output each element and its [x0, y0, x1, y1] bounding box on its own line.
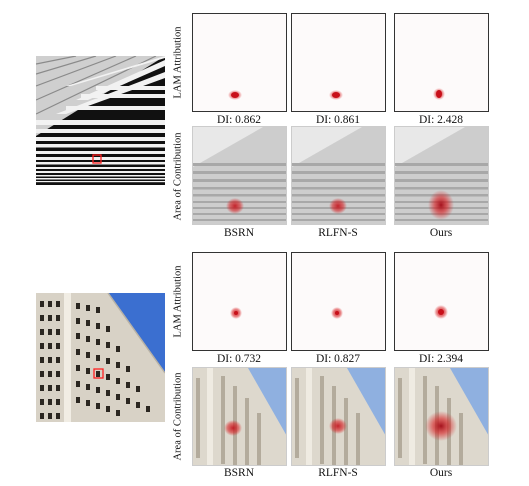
lam-map-rlfn-2 — [291, 252, 386, 351]
facade-building-image — [36, 293, 165, 422]
method-label-rlfn-2: RLFN-S — [318, 467, 358, 479]
di-value-rlfn-2: DI: 0.827 — [315, 353, 361, 365]
region-box — [93, 368, 104, 379]
method-label-bsrn-2: BSRN — [223, 467, 255, 479]
row-label-area-2: Area of Contribution — [172, 372, 184, 461]
area-map-rlfn-1 — [291, 126, 386, 225]
di-value-ours-1: DI: 2.428 — [418, 114, 464, 126]
source-image-1 — [36, 56, 165, 185]
row-label-area-1: Area of Contribution — [172, 132, 184, 221]
di-value-rlfn-1: DI: 0.861 — [315, 114, 361, 126]
lam-map-bsrn-2 — [192, 252, 287, 351]
lam-map-rlfn-1 — [291, 13, 386, 112]
row-label-lam-2: LAM Attribution — [172, 265, 184, 338]
source-image-2 — [36, 293, 165, 422]
area-map-rlfn-2 — [291, 367, 386, 466]
lam-map-ours-1 — [394, 13, 489, 112]
method-label-rlfn-1: RLFN-S — [318, 227, 358, 239]
area-map-bsrn-1 — [192, 126, 287, 225]
area-map-ours-1 — [394, 126, 489, 225]
method-label-ours-2: Ours — [429, 467, 453, 479]
method-label-bsrn-1: BSRN — [223, 227, 255, 239]
lam-map-ours-2 — [394, 252, 489, 351]
region-box — [92, 154, 102, 164]
lam-map-bsrn-1 — [192, 13, 287, 112]
striped-building-image — [36, 56, 165, 185]
di-value-bsrn-1: DI: 0.862 — [216, 114, 262, 126]
area-map-ours-2 — [394, 367, 489, 466]
method-label-ours-1: Ours — [429, 227, 453, 239]
row-label-lam-1: LAM Attribution — [172, 26, 184, 99]
di-value-bsrn-2: DI: 0.732 — [216, 353, 262, 365]
di-value-ours-2: DI: 2.394 — [418, 353, 464, 365]
area-map-bsrn-2 — [192, 367, 287, 466]
